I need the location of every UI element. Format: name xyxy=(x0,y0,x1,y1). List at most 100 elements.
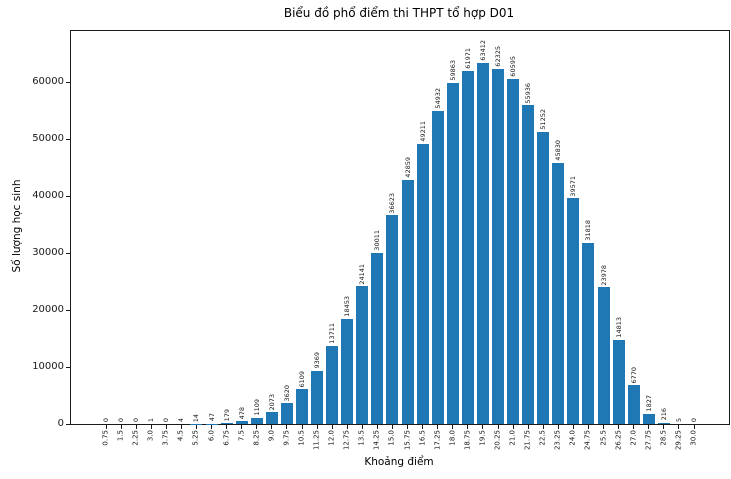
x-tick-label: 22.5 xyxy=(538,430,547,446)
x-tick-label: 0.75 xyxy=(101,430,110,446)
x-axis-tick xyxy=(256,425,258,429)
bar xyxy=(341,318,354,424)
x-axis-tick xyxy=(527,425,529,429)
bar-value-label: 0 xyxy=(162,417,171,422)
x-tick-label: 2.25 xyxy=(131,430,140,446)
bar xyxy=(250,417,263,424)
y-axis-tick xyxy=(66,138,70,140)
bar-value-label: 0 xyxy=(101,417,110,422)
x-axis-tick xyxy=(648,425,650,429)
x-tick-label: 12.75 xyxy=(342,430,351,451)
x-axis-tick xyxy=(120,425,122,429)
y-axis-tick xyxy=(66,366,70,368)
bar-value-label: 1109 xyxy=(252,399,261,416)
x-axis-tick xyxy=(301,425,303,429)
bar-value-label: 62325 xyxy=(493,46,502,67)
x-tick-label: 19.5 xyxy=(478,430,487,446)
x-axis-tick xyxy=(437,425,439,429)
bar-value-label: 2073 xyxy=(267,393,276,411)
x-axis-tick xyxy=(482,425,484,429)
x-axis-tick xyxy=(693,425,695,429)
x-axis-tick xyxy=(572,425,574,429)
bar xyxy=(537,131,550,424)
bar-value-label: 54932 xyxy=(433,88,442,109)
y-axis-tick xyxy=(66,195,70,197)
x-axis-tick xyxy=(211,425,213,429)
y-axis-tick xyxy=(66,252,70,254)
x-tick-label: 18.75 xyxy=(463,430,472,451)
y-tick-label: 0 xyxy=(57,418,64,429)
x-tick-label: 29.25 xyxy=(674,430,683,451)
x-axis-tick xyxy=(663,425,665,429)
bar xyxy=(235,421,248,424)
x-tick-label: 3.0 xyxy=(146,430,155,442)
bar xyxy=(522,105,535,424)
bar-value-label: 30011 xyxy=(373,230,382,251)
bar xyxy=(552,162,565,424)
x-tick-label: 9.75 xyxy=(282,430,291,446)
x-tick-label: 17.25 xyxy=(433,430,442,451)
bar-value-label: 61971 xyxy=(463,48,472,69)
bar-value-label: 13711 xyxy=(327,323,336,344)
bar xyxy=(371,252,384,424)
bar xyxy=(416,143,429,424)
x-axis-tick xyxy=(316,425,318,429)
y-tick-label: 20000 xyxy=(32,304,64,315)
x-tick-label: 18.0 xyxy=(448,430,457,446)
x-tick-label: 24.0 xyxy=(568,430,577,446)
x-axis-tick xyxy=(361,425,363,429)
x-tick-label: 25.5 xyxy=(599,430,608,446)
bar xyxy=(612,339,625,424)
bar-value-label: 47 xyxy=(207,413,216,422)
bar xyxy=(220,422,233,424)
x-tick-label: 8.25 xyxy=(252,430,261,446)
x-axis-tick xyxy=(467,425,469,429)
x-axis-tick xyxy=(195,425,197,429)
x-axis-tick xyxy=(165,425,167,429)
x-axis-tick xyxy=(180,425,182,429)
x-tick-label: 21.0 xyxy=(508,430,517,446)
bar xyxy=(431,110,444,424)
x-tick-label: 30.0 xyxy=(689,430,698,446)
x-tick-label: 15.75 xyxy=(403,430,412,451)
y-tick-label: 50000 xyxy=(32,133,64,144)
x-tick-label: 27.0 xyxy=(629,430,638,446)
plot-area: 0 10000 20000 30000 40000 50000 60000 0 0.75 0 1.5… xyxy=(32,30,730,450)
bar xyxy=(476,62,489,424)
bar-value-label: 6770 xyxy=(629,366,638,384)
x-tick-label: 14.25 xyxy=(372,430,381,451)
y-axis-tick xyxy=(66,81,70,83)
bar-value-label: 14 xyxy=(192,413,201,422)
x-axis-tick xyxy=(286,425,288,429)
bar-value-label: 23978 xyxy=(599,264,608,286)
bar xyxy=(507,78,520,424)
bar-value-label: 49211 xyxy=(418,120,427,142)
x-axis-tick xyxy=(271,425,273,429)
y-tick-label: 60000 xyxy=(32,76,64,87)
bar xyxy=(311,370,324,424)
bar xyxy=(296,389,308,424)
x-tick-label: 6.0 xyxy=(207,430,216,442)
x-tick-label: 11.25 xyxy=(312,430,321,451)
x-axis-tick xyxy=(241,425,243,429)
bar xyxy=(446,82,459,424)
bar xyxy=(280,403,293,424)
x-axis-tick xyxy=(150,425,152,429)
bar-value-label: 0 xyxy=(689,417,698,422)
bar-value-label: 51252 xyxy=(538,109,547,130)
bar-value-label: 24141 xyxy=(358,263,367,285)
bar-value-label: 63412 xyxy=(478,39,487,61)
bar-value-label: 59863 xyxy=(448,60,457,81)
x-axis-tick xyxy=(105,425,107,429)
bar-value-label: 31818 xyxy=(584,219,593,241)
x-axis-tick xyxy=(226,425,228,429)
x-tick-label: 9.0 xyxy=(267,430,276,442)
x-axis-tick xyxy=(376,425,378,429)
bar-value-label: 478 xyxy=(237,406,246,420)
x-axis-tick xyxy=(603,425,605,429)
x-axis-tick xyxy=(542,425,544,429)
bar xyxy=(642,413,655,424)
bar-value-label: 179 xyxy=(222,408,231,421)
bar xyxy=(401,179,414,424)
